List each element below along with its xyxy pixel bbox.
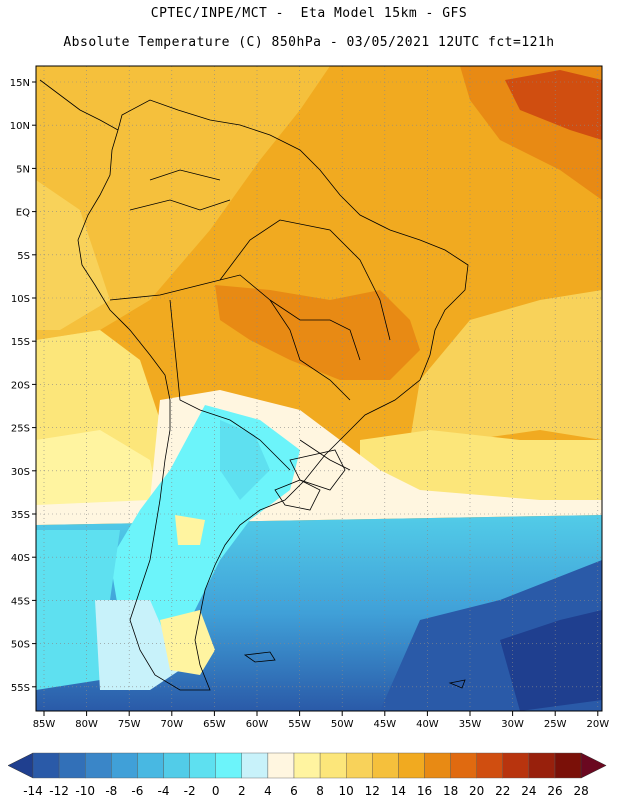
colorbar-label: 4 <box>264 784 272 798</box>
lat-label: 20S <box>11 380 30 391</box>
colorbar-swatch <box>241 752 269 779</box>
colorbar-label: 18 <box>443 784 458 798</box>
lon-label: 60W <box>246 719 269 730</box>
lat-label: EQ <box>16 208 30 219</box>
colorbar-label: -8 <box>105 784 117 798</box>
lon-label: 25W <box>544 719 567 730</box>
lat-label: 5S <box>17 251 30 262</box>
colorbar-swatch <box>424 752 451 779</box>
colorbar-label: -4 <box>158 784 170 798</box>
colorbar-label: 12 <box>365 784 380 798</box>
colorbar-swatch <box>346 752 373 779</box>
colorbar-label: 2 <box>238 784 246 798</box>
colorbar-label: 24 <box>521 784 536 798</box>
lon-label: 30W <box>501 719 524 730</box>
lat-label: 30S <box>11 467 30 478</box>
lat-label: 50S <box>11 640 30 651</box>
lon-label: 55W <box>288 719 311 730</box>
lat-label: 5N <box>16 164 30 175</box>
lat-label: 25S <box>11 424 30 435</box>
colorbar-label: 6 <box>290 784 298 798</box>
colorbar-swatch <box>528 752 556 779</box>
colorbar-label: 26 <box>547 784 562 798</box>
colorbar-label: -14 <box>23 784 43 798</box>
lat-label: 35S <box>11 510 30 521</box>
colorbar-label: 20 <box>469 784 484 798</box>
colorbar-min-arrow <box>7 752 34 779</box>
lon-label: 35W <box>459 719 482 730</box>
colorbar-swatch <box>293 752 321 779</box>
lat-label: 40S <box>11 553 30 564</box>
colorbar-label: -6 <box>131 784 143 798</box>
colorbar-swatch <box>267 752 295 779</box>
colorbar-swatch <box>137 752 164 779</box>
colorbar-swatch <box>372 752 399 779</box>
colorbar-label: 22 <box>495 784 510 798</box>
colorbar-label: 8 <box>316 784 324 798</box>
colorbar-swatch <box>215 752 242 779</box>
colorbar-swatch <box>476 752 504 779</box>
chart-subtitle: Absolute Temperature (C) 850hPa - 03/05/… <box>63 35 555 50</box>
lat-label: 55S <box>11 683 30 694</box>
colorbar: -14 -12 -10 -8 -6 -4 -2 0 2 4 6 8 10 12 14 16 18 20 22 24 26… <box>7 752 607 798</box>
colorbar-swatch <box>189 752 216 779</box>
lat-label: 45S <box>11 596 30 607</box>
colorbar-label: -10 <box>75 784 95 798</box>
colorbar-swatch <box>111 752 138 779</box>
colorbar-max-arrow <box>580 752 607 779</box>
lat-label: 10N <box>10 121 30 132</box>
map-frame <box>35 65 603 712</box>
colorbar-swatch <box>58 752 86 779</box>
lon-label: 65W <box>203 719 226 730</box>
lon-label: 20W <box>586 719 609 730</box>
lon-label: 40W <box>416 719 439 730</box>
colorbar-swatch <box>398 752 425 779</box>
axis-ticks: 85W 80W 75W 70W 65W 60W 55W 50W 45W 40W 35W 30W 25W 2… <box>10 78 609 730</box>
colorbar-swatch <box>84 752 112 779</box>
colorbar-swatch <box>32 752 60 779</box>
colorbar-swatch <box>554 752 582 779</box>
temperature-map: 85W 80W 75W 70W 65W 60W 55W 50W 45W 40W 35W 30W 25W 2… <box>7 65 609 798</box>
lon-label: 80W <box>75 719 98 730</box>
colorbar-label: -2 <box>184 784 196 798</box>
lon-label: 45W <box>373 719 396 730</box>
colorbar-swatch <box>450 752 477 779</box>
colorbar-swatch <box>319 752 347 779</box>
colorbar-label: -12 <box>49 784 69 798</box>
chart-title: CPTEC/INPE/MCT - Eta Model 15km - GFS <box>150 6 468 21</box>
colorbar-label: 0 <box>212 784 220 798</box>
colorbar-label: 10 <box>339 784 354 798</box>
lat-label: 10S <box>11 294 30 305</box>
lon-label: 75W <box>118 719 141 730</box>
lon-label: 85W <box>33 719 56 730</box>
temperature-field <box>36 66 602 711</box>
colorbar-label: 16 <box>417 784 432 798</box>
lon-label: 50W <box>331 719 354 730</box>
colorbar-swatch <box>163 752 190 779</box>
lat-label: 15N <box>10 78 30 89</box>
colorbar-label: 28 <box>573 784 588 798</box>
colorbar-swatch <box>502 752 530 779</box>
lat-label: 15S <box>11 337 30 348</box>
lon-label: 70W <box>160 719 183 730</box>
colorbar-label: 14 <box>391 784 406 798</box>
coastline-borders <box>39 79 469 691</box>
